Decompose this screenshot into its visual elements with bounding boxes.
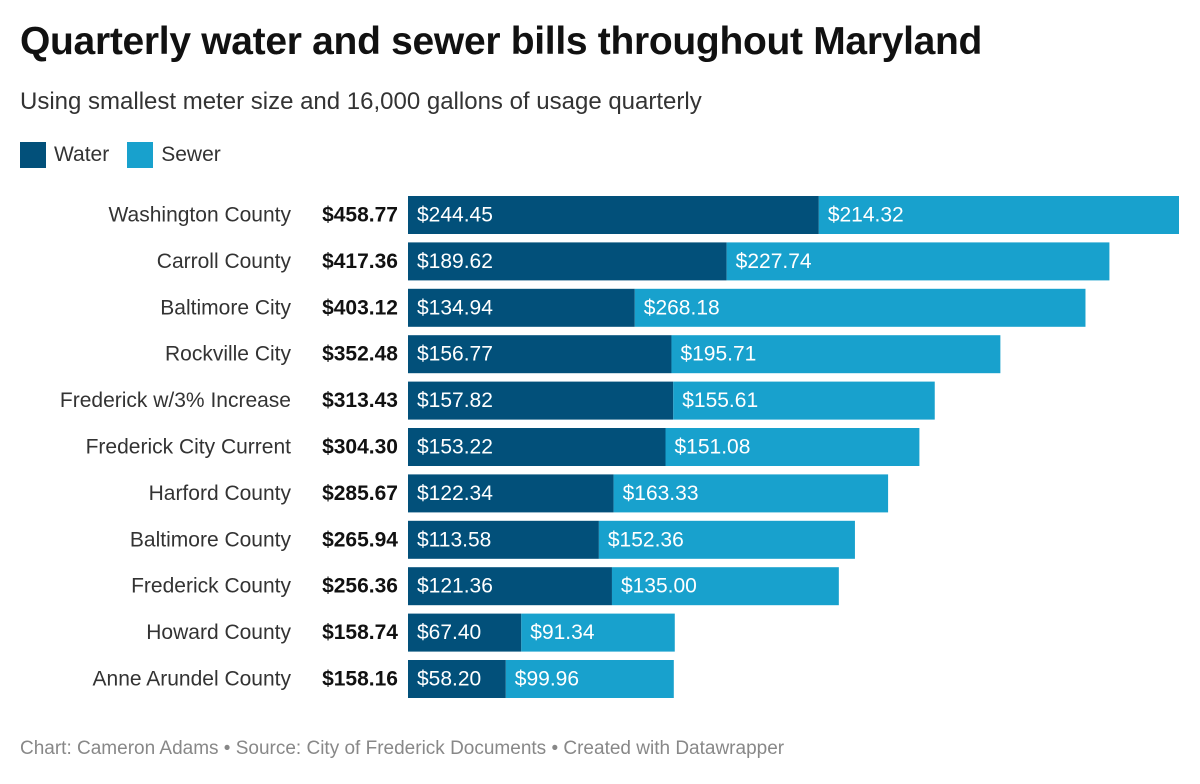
bar-sewer-baltimore-county: [598, 520, 855, 559]
legend-swatch-sewer: [127, 142, 154, 168]
legend: Water Sewer: [20, 142, 239, 168]
data-label-sewer-carroll-county: $227.74: [736, 250, 812, 273]
data-label-water-frederick-w-3-increase: $157.82: [417, 389, 493, 412]
total-label-frederick-w-3-increase: $313.43: [322, 389, 398, 412]
bar-sewer-frederick-city-current: [665, 428, 920, 466]
bar-sewer-howard-county: [521, 613, 675, 652]
data-label-water-howard-county: $67.40: [417, 621, 481, 644]
chart-title: Quarterly water and sewer bills througho…: [20, 20, 983, 63]
data-label-sewer-frederick-county: $135.00: [621, 575, 697, 598]
bar-water-washington-county: [408, 196, 819, 234]
total-label-baltimore-city: $403.12: [322, 296, 398, 319]
total-label-carroll-county: $417.36: [322, 250, 398, 273]
bar-water-harford-county: [408, 474, 614, 513]
data-label-water-baltimore-city: $134.94: [417, 296, 493, 319]
chart-footer: Chart: Cameron Adams • Source: City of F…: [20, 738, 785, 759]
legend-item-water: Water: [20, 142, 109, 168]
data-label-sewer-harford-county: $163.33: [623, 482, 699, 505]
category-label-harford-county: Harford County: [149, 482, 292, 505]
category-label-carroll-county: Carroll County: [157, 250, 292, 273]
total-label-rockville-city: $352.48: [322, 343, 398, 366]
category-label-howard-county: Howard County: [146, 621, 291, 644]
total-label-baltimore-county: $265.94: [322, 528, 398, 551]
bar-sewer-anne-arundel-county: [505, 660, 674, 698]
legend-item-sewer: Sewer: [127, 142, 221, 168]
data-label-sewer-howard-county: $91.34: [530, 621, 595, 644]
category-label-rockville-city: Rockville City: [165, 343, 292, 366]
chart-subtitle: Using smallest meter size and 16,000 gal…: [20, 88, 702, 115]
bar-water-baltimore-city: [408, 288, 635, 327]
data-label-water-rockville-city: $156.77: [417, 343, 493, 366]
data-label-water-frederick-county: $121.36: [417, 575, 493, 598]
bar-water-carroll-county: [408, 242, 727, 281]
data-label-sewer-washington-county: $214.32: [828, 204, 904, 227]
category-label-baltimore-city: Baltimore City: [160, 296, 291, 319]
category-label-anne-arundel-county: Anne Arundel County: [93, 668, 292, 691]
total-label-frederick-city-current: $304.30: [322, 436, 398, 459]
bar-sewer-frederick-county: [611, 567, 839, 606]
bar-water-baltimore-county: [408, 520, 599, 559]
category-label-washington-county: Washington County: [109, 204, 292, 227]
legend-label-water: Water: [54, 143, 110, 166]
bar-sewer-rockville-city: [671, 335, 1001, 374]
total-label-howard-county: $158.74: [322, 621, 398, 644]
data-label-sewer-baltimore-city: $268.18: [644, 296, 720, 319]
data-label-sewer-rockville-city: $195.71: [680, 343, 756, 366]
bar-water-anne-arundel-county: [408, 660, 506, 698]
bar-sewer-frederick-w-3-increase: [673, 381, 935, 420]
data-label-water-washington-county: $244.45: [417, 204, 493, 227]
data-label-sewer-anne-arundel-county: $99.96: [515, 668, 579, 691]
category-label-frederick-w-3-increase: Frederick w/3% Increase: [60, 389, 291, 412]
bar-sewer-baltimore-city: [634, 288, 1086, 327]
total-label-washington-county: $458.77: [322, 204, 398, 227]
bar-sewer-washington-county: [818, 196, 1179, 234]
bar-water-rockville-city: [408, 335, 672, 374]
category-label-frederick-city-current: Frederick City Current: [86, 436, 292, 459]
bar-sewer-harford-county: [613, 474, 889, 513]
data-label-sewer-frederick-w-3-increase: $155.61: [682, 389, 758, 412]
total-label-frederick-county: $256.36: [322, 575, 398, 598]
bar-water-frederick-w-3-increase: [408, 381, 674, 420]
bar-sewer-carroll-county: [726, 242, 1110, 281]
data-label-sewer-baltimore-county: $152.36: [608, 528, 684, 551]
data-label-water-anne-arundel-county: $58.20: [417, 668, 481, 691]
data-label-water-baltimore-county: $113.58: [417, 528, 491, 551]
bar-water-frederick-county: [408, 567, 612, 606]
total-label-anne-arundel-county: $158.16: [322, 668, 398, 691]
total-label-harford-county: $285.67: [322, 482, 398, 505]
legend-label-sewer: Sewer: [161, 143, 221, 166]
data-label-sewer-frederick-city-current: $151.08: [674, 436, 750, 459]
data-label-water-harford-county: $122.34: [417, 482, 493, 505]
legend-swatch-water: [20, 142, 46, 168]
category-label-baltimore-county: Baltimore County: [130, 528, 292, 551]
data-label-water-carroll-county: $189.62: [417, 250, 493, 273]
bar-water-frederick-city-current: [408, 428, 666, 466]
data-label-water-frederick-city-current: $153.22: [417, 436, 493, 459]
category-label-frederick-county: Frederick County: [131, 575, 291, 598]
bar-water-howard-county: [408, 613, 522, 652]
